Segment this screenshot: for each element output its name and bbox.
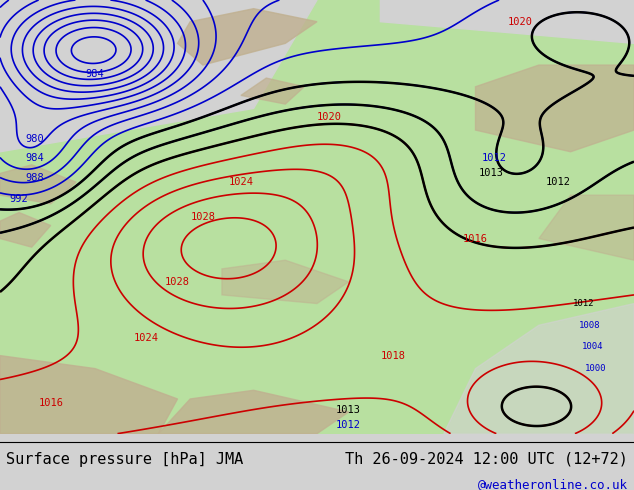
Text: 1016: 1016 <box>463 234 488 244</box>
Text: 1024: 1024 <box>228 177 254 187</box>
Text: @weatheronline.co.uk: @weatheronline.co.uk <box>477 478 628 490</box>
Text: 1018: 1018 <box>380 350 406 361</box>
Polygon shape <box>0 356 178 434</box>
Text: 1020: 1020 <box>507 17 533 26</box>
Text: 1004: 1004 <box>582 343 604 351</box>
Text: 1008: 1008 <box>579 321 600 330</box>
Polygon shape <box>0 0 634 434</box>
Text: 1028: 1028 <box>165 277 190 287</box>
Text: 988: 988 <box>25 173 44 183</box>
Text: Th 26-09-2024 12:00 UTC (12+72): Th 26-09-2024 12:00 UTC (12+72) <box>345 451 628 466</box>
Text: 1020: 1020 <box>317 112 342 122</box>
Text: 1012: 1012 <box>336 420 361 430</box>
Text: 1013: 1013 <box>336 405 361 415</box>
Polygon shape <box>476 65 634 152</box>
Text: 1016: 1016 <box>38 398 63 408</box>
Polygon shape <box>539 195 634 260</box>
Text: 1012: 1012 <box>545 177 571 187</box>
Polygon shape <box>380 0 634 43</box>
Polygon shape <box>0 165 76 204</box>
Polygon shape <box>444 303 634 434</box>
Polygon shape <box>241 78 304 104</box>
Polygon shape <box>0 213 51 247</box>
Polygon shape <box>0 0 317 152</box>
Text: 980: 980 <box>25 134 44 144</box>
Polygon shape <box>222 260 349 303</box>
Text: 1000: 1000 <box>585 364 607 373</box>
Text: 1012: 1012 <box>573 299 594 308</box>
Text: 992: 992 <box>10 195 29 204</box>
Polygon shape <box>158 390 349 434</box>
Text: 984: 984 <box>25 153 44 163</box>
Text: 1012: 1012 <box>482 153 507 163</box>
Text: 1013: 1013 <box>479 169 504 178</box>
Text: 1024: 1024 <box>133 333 158 343</box>
Text: 1028: 1028 <box>190 212 216 222</box>
Polygon shape <box>178 9 317 65</box>
Text: Surface pressure [hPa] JMA: Surface pressure [hPa] JMA <box>6 451 243 466</box>
Text: 984: 984 <box>86 69 105 79</box>
